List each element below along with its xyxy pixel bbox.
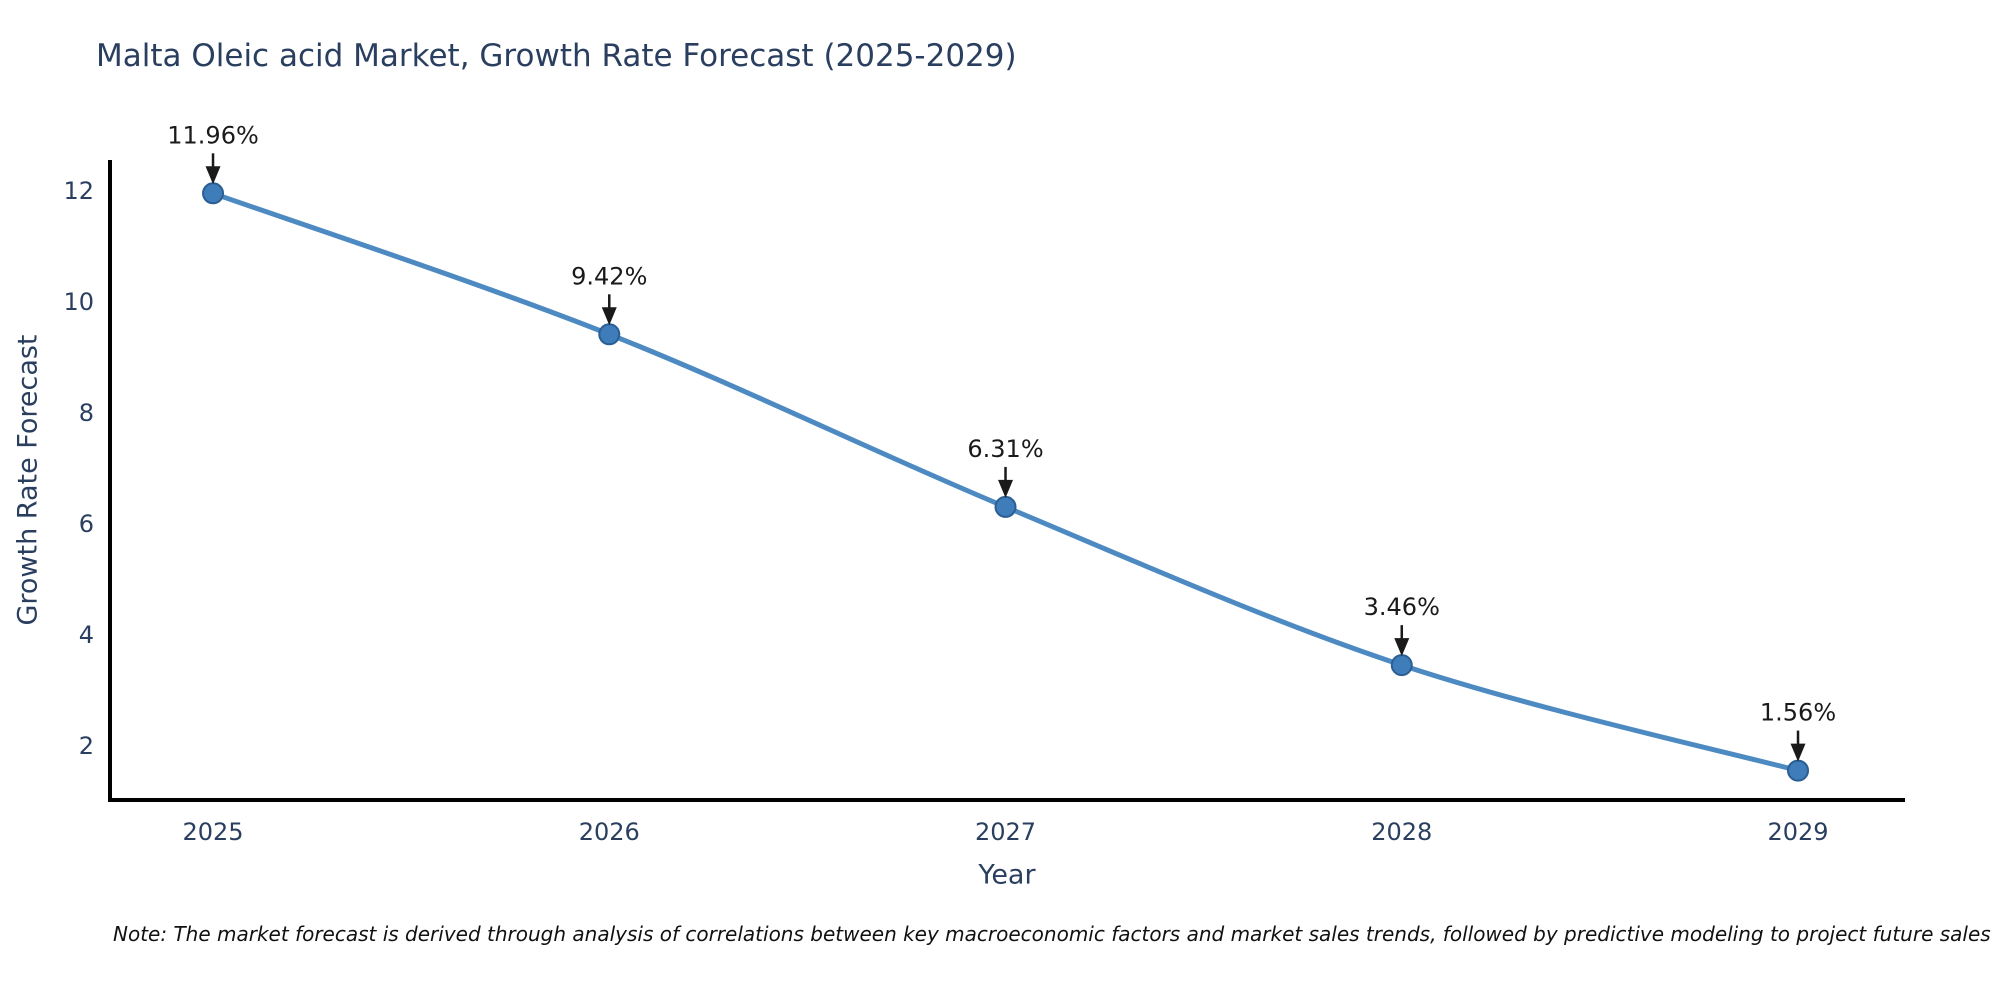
data-point	[994, 495, 1017, 518]
y-tick-label: 8	[79, 399, 94, 427]
data-point	[598, 323, 621, 346]
annotation-arrow-head	[601, 307, 617, 326]
data-point	[1390, 654, 1413, 677]
y-tick-label: 6	[79, 510, 94, 538]
x-tick-label: 2029	[1767, 818, 1828, 846]
data-point-label: 6.31%	[967, 435, 1043, 463]
point-annotation: 6.31%	[967, 435, 1044, 498]
annotation-arrow-head	[1790, 743, 1806, 762]
chart-title: Malta Oleic acid Market, Growth Rate For…	[96, 38, 1017, 74]
x-tick-label: 2026	[579, 818, 640, 846]
point-annotation: 3.46%	[1364, 593, 1440, 657]
data-point	[1787, 759, 1810, 782]
data-point-label: 11.96%	[167, 121, 259, 149]
data-point	[202, 182, 225, 205]
y-tick-label: 2	[79, 732, 94, 760]
annotation-arrow-head	[1394, 638, 1410, 657]
x-tick-label: 2028	[1371, 818, 1432, 846]
point-annotation: 9.42%	[571, 262, 647, 326]
x-axis-title: Year	[978, 859, 1036, 891]
annotation-arrow-head	[998, 479, 1014, 498]
y-tick-label: 4	[79, 621, 94, 649]
point-annotation: 1.56%	[1760, 699, 1836, 762]
data-point-label: 1.56%	[1760, 699, 1836, 727]
y-tick-label: 10	[63, 288, 94, 316]
annotation-arrow-head	[205, 166, 221, 185]
x-tick-label: 2025	[182, 818, 243, 846]
data-point-label: 3.46%	[1364, 593, 1440, 621]
point-annotation: 11.96%	[167, 121, 259, 185]
x-tick-label: 2027	[975, 818, 1036, 846]
data-point-label: 9.42%	[571, 262, 647, 290]
footnote: Note: The market forecast is derived thr…	[113, 922, 1991, 946]
y-tick-label: 12	[63, 177, 94, 205]
